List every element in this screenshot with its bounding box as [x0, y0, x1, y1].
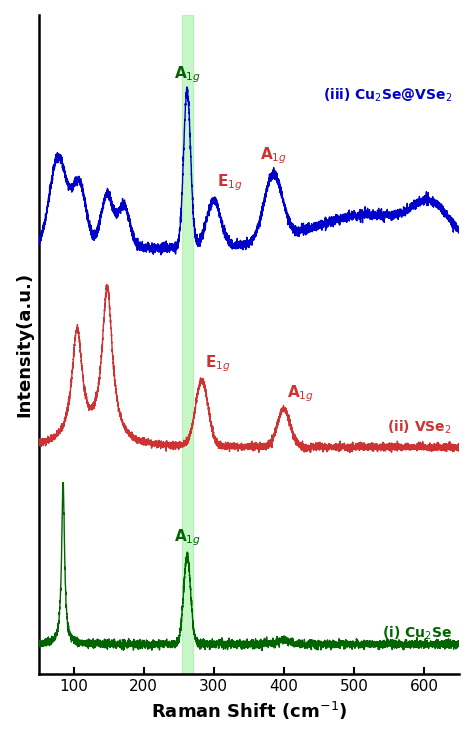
- X-axis label: Raman Shift (cm$^{-1}$): Raman Shift (cm$^{-1}$): [151, 700, 347, 722]
- Text: (iii) Cu$_2$Se@VSe$_2$: (iii) Cu$_2$Se@VSe$_2$: [323, 87, 452, 104]
- Y-axis label: Intensity(a.u.): Intensity(a.u.): [15, 272, 33, 417]
- Text: E$_{1g}$: E$_{1g}$: [205, 353, 231, 374]
- Text: A$_{1g}$: A$_{1g}$: [173, 64, 201, 85]
- Text: (i) Cu$_2$Se: (i) Cu$_2$Se: [382, 625, 452, 643]
- Text: A$_{1g}$: A$_{1g}$: [173, 527, 201, 548]
- Text: A$_{1g}$: A$_{1g}$: [287, 384, 314, 405]
- Bar: [182, 15, 193, 674]
- Text: (ii) VSe$_2$: (ii) VSe$_2$: [387, 419, 452, 436]
- Text: E$_{1g}$: E$_{1g}$: [217, 172, 243, 193]
- Text: A$_{1g}$: A$_{1g}$: [260, 146, 287, 167]
